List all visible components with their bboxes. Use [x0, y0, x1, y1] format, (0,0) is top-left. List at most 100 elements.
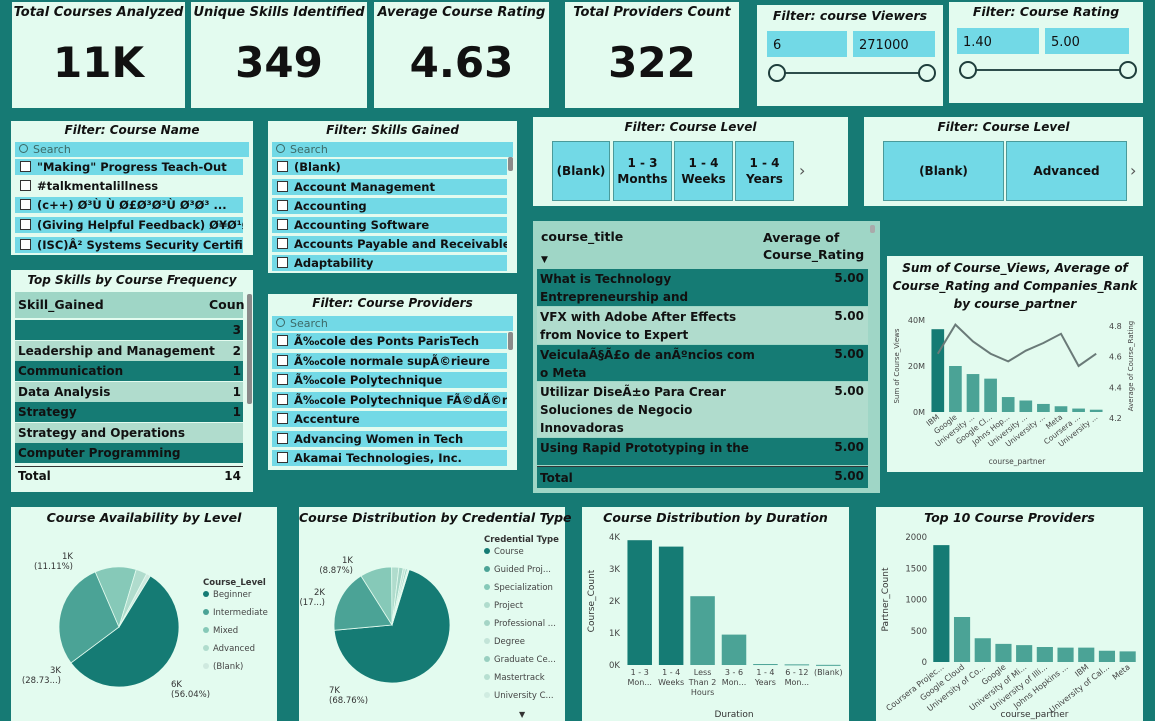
scrollbar[interactable] [508, 332, 513, 350]
legend-item: Project [494, 601, 524, 611]
skills-search-input[interactable]: Search [272, 142, 513, 157]
list-item[interactable]: Adaptability [272, 255, 507, 271]
scrollbar[interactable] [870, 225, 875, 233]
checkbox[interactable] [277, 452, 288, 463]
list-item[interactable]: Accounting [272, 198, 507, 214]
list-item[interactable]: #talkmentalillness [15, 178, 243, 194]
filter-title: Filter: Skills Gained [326, 123, 459, 137]
rating-slider-min-handle[interactable] [959, 61, 977, 79]
legend-item: Course [494, 547, 524, 557]
list-item[interactable]: Accounts Payable and Receivable [272, 236, 507, 252]
data-label: (28.73...) [22, 676, 61, 686]
sort-desc-icon[interactable]: ▼ [541, 255, 548, 265]
data-label: (68.76%) [329, 696, 368, 706]
table-row[interactable]: VeiculaÃ§Ã£o de anÃºncios com o Meta 5.00 [537, 345, 868, 381]
list-item[interactable]: Account Management [272, 179, 507, 195]
list-item[interactable]: "Making" Progress Teach-Out [15, 159, 243, 175]
viewers-min-input[interactable]: 6 [767, 31, 847, 57]
table-row[interactable]: Strategy 1 [15, 402, 243, 422]
list-item-label: Accounts Payable and Receivable [294, 237, 507, 251]
checkbox[interactable] [277, 413, 288, 424]
course-name-search-input[interactable]: Search [15, 142, 249, 157]
rating-line [936, 323, 1097, 368]
column-header[interactable]: Skill_Gained [18, 297, 104, 312]
checkbox[interactable] [277, 238, 288, 249]
list-item[interactable]: Accounting Software [272, 217, 507, 233]
list-item[interactable]: Ã‰cole normale supÃ©rieure [272, 352, 507, 369]
checkbox[interactable] [277, 374, 288, 385]
bar [753, 664, 778, 666]
y2-axis-label: Average of Course_Rating [1127, 321, 1135, 411]
checkbox[interactable] [20, 180, 31, 191]
viewers-slider-track[interactable] [777, 72, 927, 74]
checkbox[interactable] [277, 257, 288, 268]
list-item[interactable]: Akamai Technologies, Inc. [272, 450, 507, 466]
table-row[interactable]: 3 [15, 320, 243, 340]
list-item[interactable]: (ISC)Â² Systems Security Certified Pr... [15, 237, 243, 253]
checkbox[interactable] [277, 432, 288, 444]
rating-slider-max-handle[interactable] [1119, 61, 1137, 79]
bar [974, 638, 991, 662]
list-item[interactable]: Ã‰cole Polytechnique FÃ©dÃ©rale de... [272, 391, 507, 408]
table-row[interactable]: Strategy and Operations [15, 422, 243, 443]
scrollbar[interactable] [508, 157, 513, 171]
table-row[interactable]: What is Technology Entrepreneurship and … [537, 269, 868, 306]
table-row[interactable]: Utilizar DiseÃ±o Para Crear Soluciones d… [537, 382, 868, 437]
table-row[interactable]: VFX with Adobe After Effects from Novice… [537, 307, 868, 344]
chevron-right-icon[interactable]: › [1130, 161, 1137, 180]
list-item[interactable]: Advancing Women in Tech [272, 430, 507, 447]
checkbox[interactable] [277, 335, 288, 346]
y-axis-label: Course_Count [587, 569, 597, 632]
level-button-blank[interactable]: (Blank) [883, 141, 1004, 201]
providers-search-input[interactable]: Search [272, 316, 513, 331]
rating-cell: 5.00 [834, 440, 864, 454]
checkbox[interactable] [20, 219, 31, 230]
data-label: (11.11%) [34, 562, 73, 572]
checkbox[interactable] [277, 200, 288, 211]
viewers-slider-min-handle[interactable] [768, 64, 786, 82]
rating-max-input[interactable]: 5.00 [1045, 28, 1129, 54]
list-item[interactable]: (Blank) [272, 159, 507, 175]
chevron-right-icon[interactable]: › [799, 161, 806, 180]
checkbox[interactable] [20, 199, 31, 210]
x-tick-label: Meta [1111, 662, 1132, 681]
rating-min-input[interactable]: 1.40 [957, 28, 1039, 54]
level-button-1-4-years[interactable]: 1 - 4 Years [735, 141, 794, 201]
level-button-1-4-weeks[interactable]: 1 - 4 Weeks [674, 141, 733, 201]
scrollbar[interactable] [247, 294, 252, 404]
x-tick-label: Than 2 [688, 678, 717, 687]
checkbox[interactable] [20, 161, 31, 172]
level-button-blank[interactable]: (Blank) [552, 141, 610, 201]
list-item[interactable]: Ã‰cole des Ponts ParisTech [272, 333, 507, 349]
level-pie-plot: 6K(56.04%) 3K(28.73...) 1K(11.11%) Course_L… [22, 552, 268, 700]
table-row[interactable]: Leadership and Management 2 [15, 340, 243, 361]
list-item[interactable]: (Giving Helpful Feedback) Ø¥Ø¹Ø·Ø... [15, 217, 243, 233]
table-row[interactable]: Using Rapid Prototyping in the 5.00 [537, 438, 868, 465]
column-header[interactable]: Average of Course_Rating [763, 230, 865, 262]
table-row[interactable]: Communication 1 [15, 361, 243, 381]
list-item-label: Account Management [294, 180, 435, 194]
rating-slider-track[interactable] [967, 69, 1129, 71]
skill-cell: Strategy [18, 405, 77, 419]
viewers-max-input[interactable]: 271000 [853, 31, 935, 57]
table-row[interactable]: Computer Programming [15, 443, 243, 463]
checkbox[interactable] [277, 161, 288, 172]
level-button-1-3-months[interactable]: 1 - 3 Months [613, 141, 672, 201]
checkbox[interactable] [20, 239, 31, 250]
viewers-slider-max-handle[interactable] [918, 64, 936, 82]
checkbox[interactable] [277, 354, 288, 366]
credential-pie-card: Course Distribution by Credential Type 7… [299, 507, 572, 721]
list-item-label: Accounting [294, 199, 367, 213]
data-label: (8.87%) [319, 566, 353, 576]
column-header[interactable]: Coun [209, 297, 245, 312]
checkbox[interactable] [277, 219, 288, 230]
table-header: Skill_Gained Coun [15, 292, 245, 318]
level-button-advanced[interactable]: Advanced [1006, 141, 1127, 201]
column-header[interactable]: course_title [541, 229, 624, 244]
list-item[interactable]: (c++) Ø³Ù Ù Ø£Ø³Ø³Ù Ø³Ø³ ... [15, 197, 243, 213]
checkbox[interactable] [277, 393, 288, 405]
list-item[interactable]: Ã‰cole Polytechnique [272, 372, 507, 388]
list-item[interactable]: Accenture [272, 411, 507, 427]
table-row[interactable]: Data Analysis 1 [15, 381, 243, 402]
checkbox[interactable] [277, 181, 288, 192]
